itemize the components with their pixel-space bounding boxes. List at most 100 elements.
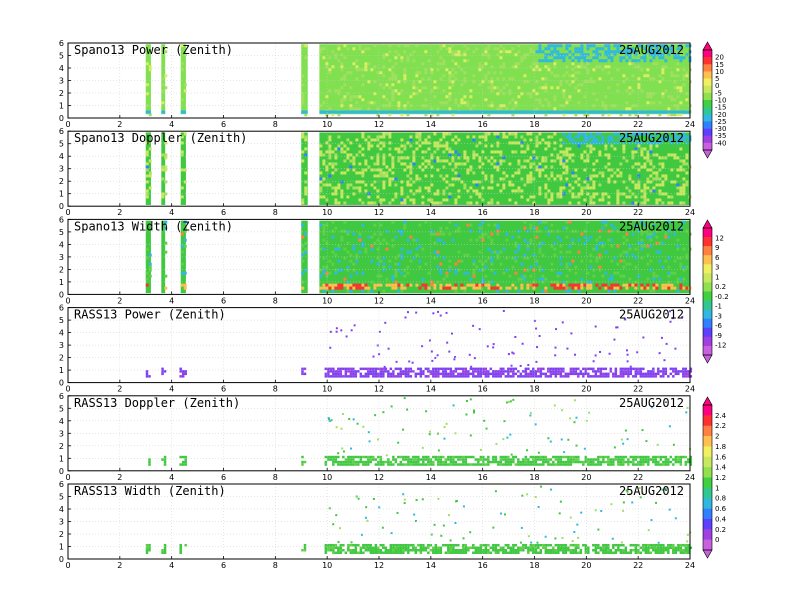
heatmap-cell bbox=[644, 458, 648, 461]
heatmap-cell bbox=[542, 460, 545, 464]
colorbar-segment bbox=[703, 114, 712, 122]
heatmap-cell bbox=[457, 551, 460, 554]
heatmap-cell bbox=[454, 171, 458, 175]
heatmap-cell bbox=[457, 259, 461, 263]
heatmap-cell bbox=[502, 546, 505, 549]
heatmap-cell bbox=[661, 183, 665, 187]
heatmap-cell bbox=[407, 455, 410, 459]
heatmap-cell bbox=[349, 544, 353, 547]
heatmap-cell bbox=[417, 544, 420, 547]
heatmap-cell bbox=[619, 551, 623, 554]
heatmap-cell bbox=[344, 375, 348, 378]
scatter-cell bbox=[553, 404, 556, 407]
heatmap-cell bbox=[447, 551, 450, 554]
heatmap-cell bbox=[490, 286, 494, 290]
heatmap-cell bbox=[370, 144, 374, 148]
heatmap-cell bbox=[640, 220, 644, 224]
heatmap-cell bbox=[364, 47, 368, 51]
heatmap-cell bbox=[613, 283, 617, 287]
heatmap-cell bbox=[614, 544, 618, 547]
heatmap-cell bbox=[388, 168, 392, 172]
heatmap-cell bbox=[612, 460, 615, 464]
heatmap-cell bbox=[415, 86, 419, 90]
heatmap-cell bbox=[504, 549, 508, 552]
heatmap-cell bbox=[469, 95, 473, 99]
heatmap-cell bbox=[538, 174, 542, 178]
scatter-cell bbox=[599, 350, 602, 353]
heatmap-cell bbox=[625, 101, 629, 105]
heatmap-cell bbox=[544, 89, 548, 93]
heatmap-cell bbox=[538, 86, 542, 90]
heatmap-cell bbox=[609, 367, 613, 371]
heatmap-cell bbox=[673, 135, 677, 139]
heatmap-cell bbox=[474, 375, 478, 378]
heatmap-cell bbox=[556, 283, 560, 287]
heatmap-cell bbox=[640, 241, 644, 245]
heatmap-cell bbox=[649, 147, 653, 151]
heatmap-cell bbox=[637, 551, 640, 554]
colorbar-segment bbox=[703, 282, 712, 292]
scatter-cell bbox=[577, 536, 580, 539]
heatmap-cell bbox=[355, 253, 359, 257]
heatmap-cell bbox=[337, 47, 341, 51]
heatmap-cell bbox=[334, 153, 338, 157]
heatmap-cell bbox=[379, 232, 383, 236]
heatmap-cell bbox=[448, 132, 452, 136]
scatter-cell bbox=[636, 351, 639, 354]
heatmap-cell bbox=[403, 107, 407, 111]
heatmap-cell bbox=[414, 551, 418, 554]
heatmap-cell bbox=[511, 256, 515, 260]
scatter-cell bbox=[656, 443, 659, 446]
heatmap-cell bbox=[494, 458, 498, 461]
heatmap-cell bbox=[404, 455, 408, 459]
heatmap-cell bbox=[679, 265, 683, 269]
heatmap-cell bbox=[589, 135, 593, 139]
heatmap-cell bbox=[340, 65, 344, 69]
heatmap-cell bbox=[601, 244, 605, 248]
heatmap-cell bbox=[664, 132, 668, 136]
heatmap-cell bbox=[451, 113, 455, 117]
heatmap-cell bbox=[452, 370, 455, 373]
heatmap-cell bbox=[517, 168, 521, 172]
x-tick-label: 20 bbox=[581, 473, 591, 482]
heatmap-cell bbox=[364, 247, 368, 251]
heatmap-cell bbox=[448, 150, 452, 154]
heatmap-cell bbox=[359, 367, 363, 371]
heatmap-cell bbox=[394, 195, 398, 199]
scatter-cell bbox=[514, 335, 517, 338]
heatmap-cell bbox=[355, 283, 359, 287]
heatmap-cell bbox=[319, 247, 323, 251]
scatter-cell bbox=[411, 361, 414, 364]
heatmap-cell bbox=[622, 372, 625, 376]
heatmap-cell bbox=[658, 50, 662, 54]
heatmap-cell bbox=[549, 372, 553, 376]
heatmap-cell bbox=[571, 80, 575, 84]
heatmap-cell bbox=[337, 92, 341, 96]
heatmap-cell bbox=[577, 56, 581, 60]
heatmap-cell bbox=[589, 463, 593, 466]
heatmap-cell bbox=[682, 159, 686, 163]
scatter-cell bbox=[350, 447, 353, 450]
heatmap-cell bbox=[379, 549, 383, 552]
heatmap-cell bbox=[334, 253, 338, 257]
heatmap-cell bbox=[478, 141, 482, 145]
heatmap-cell bbox=[367, 80, 371, 84]
heatmap-cell bbox=[349, 253, 353, 257]
heatmap-cell bbox=[547, 135, 551, 139]
heatmap-cell bbox=[520, 177, 524, 181]
heatmap-cell bbox=[512, 372, 515, 376]
heatmap-cell bbox=[569, 370, 573, 373]
heatmap-cell bbox=[664, 59, 668, 63]
heatmap-cell bbox=[364, 544, 368, 547]
heatmap-cell bbox=[490, 65, 494, 69]
panel-date: 25AUG2012 bbox=[619, 308, 684, 322]
heatmap-cell bbox=[550, 283, 554, 287]
heatmap-cell bbox=[559, 460, 563, 464]
x-tick-label: 14 bbox=[426, 208, 436, 217]
heatmap-cell bbox=[592, 274, 596, 278]
heatmap-cell bbox=[617, 458, 620, 461]
heatmap-cell bbox=[407, 372, 410, 376]
heatmap-cell bbox=[344, 367, 348, 371]
heatmap-cell bbox=[463, 253, 467, 257]
heatmap-cell bbox=[520, 135, 524, 139]
